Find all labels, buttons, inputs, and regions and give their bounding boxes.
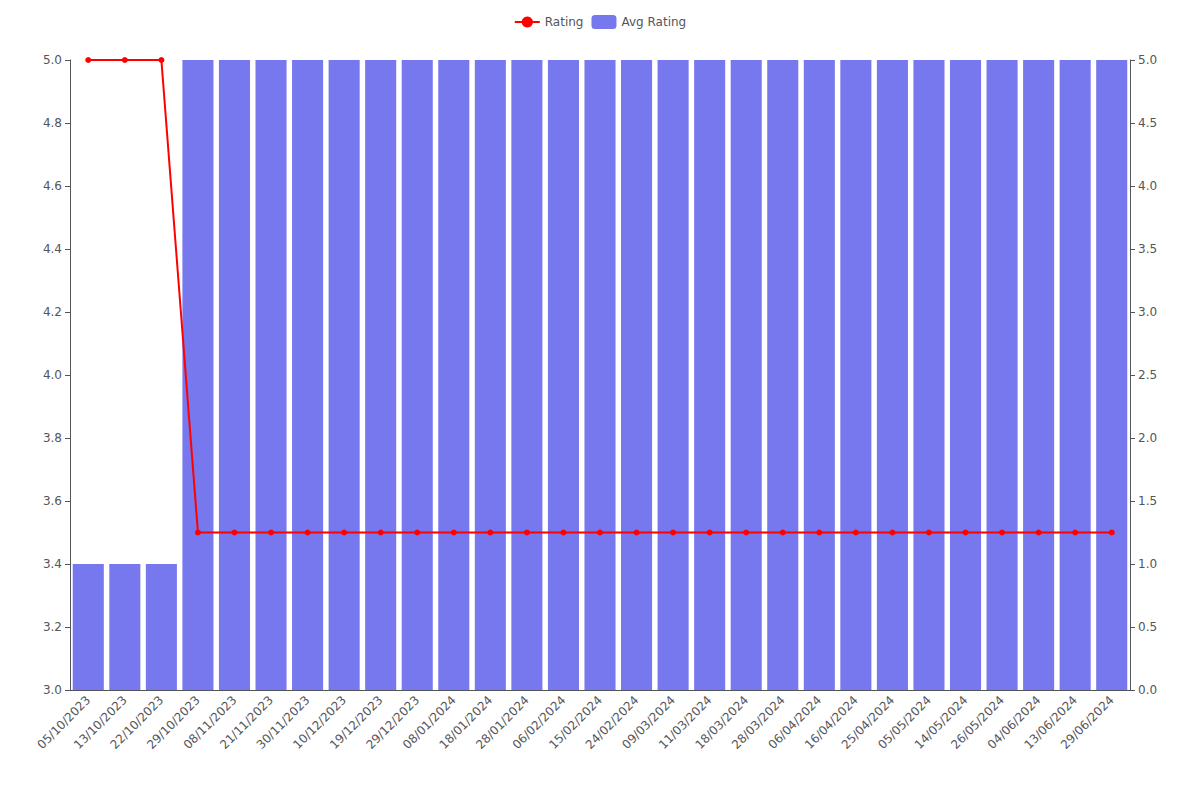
svg-text:0.5: 0.5 xyxy=(1138,620,1157,634)
svg-text:22/10/2023: 22/10/2023 xyxy=(107,693,167,752)
svg-text:5.0: 5.0 xyxy=(43,53,62,67)
svg-text:3.5: 3.5 xyxy=(1138,242,1157,256)
svg-text:09/03/2024: 09/03/2024 xyxy=(619,693,679,752)
svg-text:4.6: 4.6 xyxy=(43,179,62,193)
svg-text:4.0: 4.0 xyxy=(43,368,62,382)
svg-text:3.2: 3.2 xyxy=(43,620,62,634)
svg-text:28/03/2024: 28/03/2024 xyxy=(729,693,788,752)
svg-text:1.5: 1.5 xyxy=(1138,494,1157,508)
svg-text:15/02/2024: 15/02/2024 xyxy=(546,693,605,752)
svg-text:13/10/2023: 13/10/2023 xyxy=(71,693,130,752)
svg-text:08/11/2023: 08/11/2023 xyxy=(180,693,240,752)
svg-text:4.2: 4.2 xyxy=(43,305,62,319)
svg-text:3.0: 3.0 xyxy=(43,683,62,697)
svg-text:08/01/2024: 08/01/2024 xyxy=(400,693,459,752)
svg-text:18/03/2024: 18/03/2024 xyxy=(692,693,752,752)
svg-text:5.0: 5.0 xyxy=(1138,53,1157,67)
svg-text:06/04/2024: 06/04/2024 xyxy=(765,693,825,752)
svg-text:24/02/2024: 24/02/2024 xyxy=(582,693,642,752)
svg-text:04/06/2024: 04/06/2024 xyxy=(984,693,1044,752)
svg-text:05/10/2023: 05/10/2023 xyxy=(34,693,94,752)
svg-text:11/03/2024: 11/03/2024 xyxy=(655,693,715,752)
svg-text:29/10/2023: 29/10/2023 xyxy=(144,693,203,752)
svg-text:4.4: 4.4 xyxy=(43,242,62,256)
svg-text:3.8: 3.8 xyxy=(43,431,62,445)
svg-text:29/12/2023: 29/12/2023 xyxy=(363,693,423,752)
svg-text:30/11/2023: 30/11/2023 xyxy=(253,693,313,752)
svg-text:25/04/2024: 25/04/2024 xyxy=(838,693,898,752)
svg-text:3.6: 3.6 xyxy=(43,494,62,508)
svg-text:06/02/2024: 06/02/2024 xyxy=(509,693,569,752)
svg-text:21/11/2023: 21/11/2023 xyxy=(217,693,276,752)
svg-text:Avg Rating: Avg Rating xyxy=(621,15,686,29)
svg-text:4.5: 4.5 xyxy=(1138,116,1157,130)
svg-text:3.4: 3.4 xyxy=(43,557,62,571)
svg-text:4.8: 4.8 xyxy=(43,116,62,130)
svg-text:2.5: 2.5 xyxy=(1138,368,1157,382)
svg-text:19/12/2023: 19/12/2023 xyxy=(326,693,386,752)
svg-text:Rating: Rating xyxy=(545,15,584,29)
svg-text:1.0: 1.0 xyxy=(1138,557,1157,571)
svg-text:3.0: 3.0 xyxy=(1138,305,1157,319)
svg-text:18/01/2024: 18/01/2024 xyxy=(436,693,496,752)
svg-text:0.0: 0.0 xyxy=(1138,683,1157,697)
svg-text:2.0: 2.0 xyxy=(1138,431,1157,445)
svg-text:13/06/2024: 13/06/2024 xyxy=(1021,693,1081,752)
svg-text:10/12/2023: 10/12/2023 xyxy=(290,693,350,752)
svg-text:29/06/2024: 29/06/2024 xyxy=(1058,693,1117,752)
svg-text:28/01/2024: 28/01/2024 xyxy=(473,693,532,752)
svg-text:05/05/2024: 05/05/2024 xyxy=(875,693,934,752)
svg-text:4.0: 4.0 xyxy=(1138,179,1157,193)
svg-text:16/04/2024: 16/04/2024 xyxy=(802,693,861,752)
svg-text:14/05/2024: 14/05/2024 xyxy=(911,693,971,752)
svg-text:26/05/2024: 26/05/2024 xyxy=(948,693,1007,752)
